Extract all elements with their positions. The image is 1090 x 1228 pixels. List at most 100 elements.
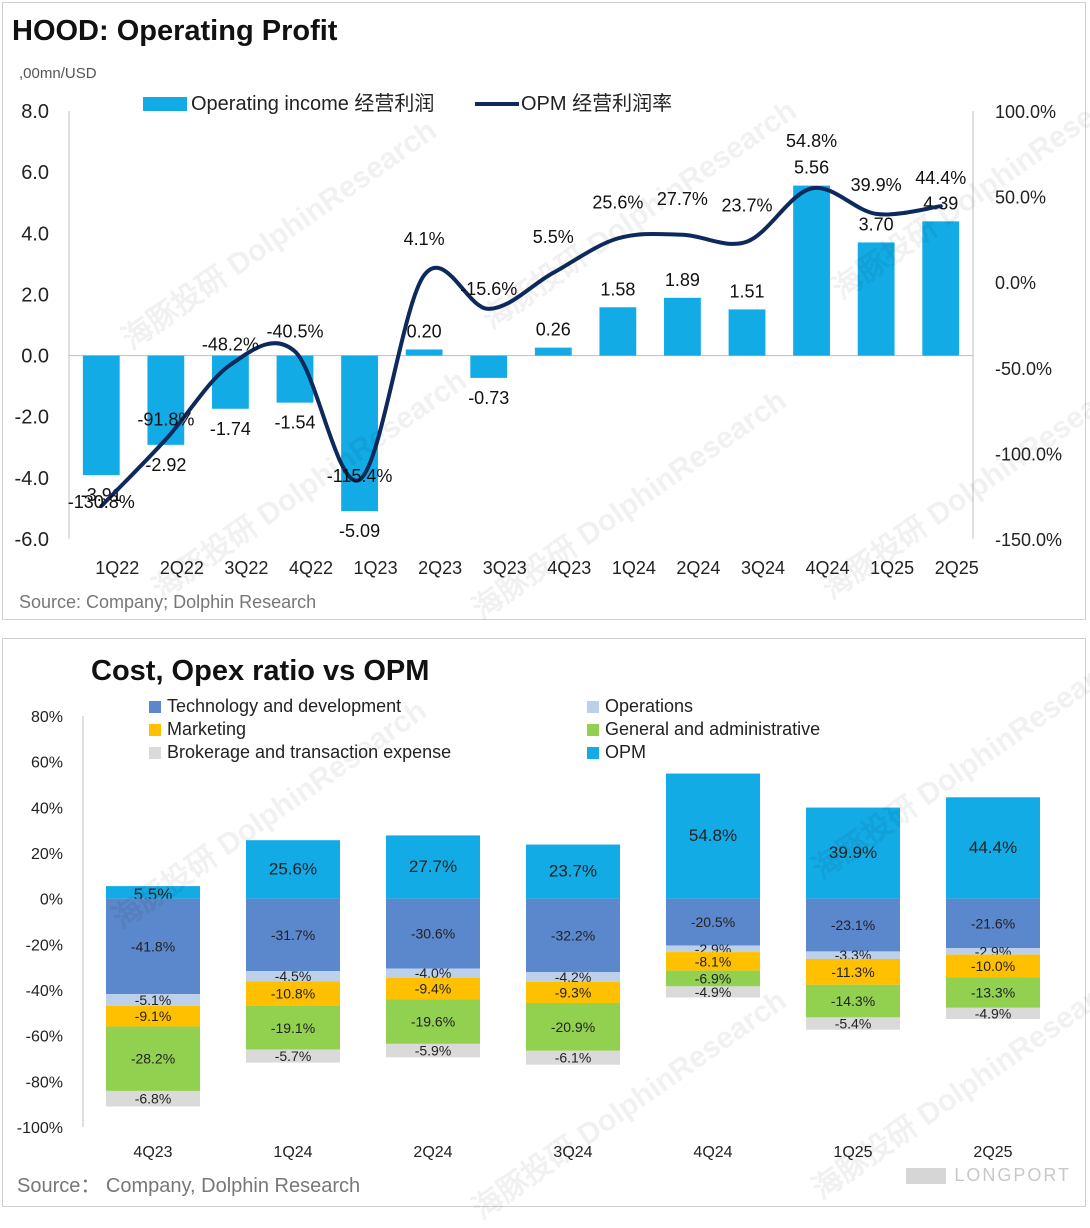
y-tick-right: 0.0% xyxy=(995,273,1036,293)
segment-data-label: -13.3% xyxy=(971,985,1015,1001)
stack-segment xyxy=(666,986,760,998)
opm-data-label: 27.7% xyxy=(657,189,708,209)
x-tick-label: 1Q24 xyxy=(273,1144,312,1161)
legend-label: Technology and development xyxy=(167,696,401,716)
segment-data-label: -14.3% xyxy=(831,993,875,1009)
segment-data-label: -21.6% xyxy=(971,915,1015,931)
stack-segment xyxy=(806,984,900,1018)
stack-segment xyxy=(246,1049,340,1063)
y-tick: 0% xyxy=(40,892,63,909)
bar xyxy=(147,355,185,445)
legend-label: Operations xyxy=(605,696,693,716)
x-tick-label: 1Q24 xyxy=(612,558,656,578)
y-tick: -80% xyxy=(26,1074,63,1091)
segment-data-label: -28.2% xyxy=(131,1051,175,1067)
segment-data-label: -6.1% xyxy=(555,1050,592,1066)
opm-data-label: 5.5% xyxy=(533,227,574,247)
stack-segment xyxy=(526,844,620,899)
brand-logo: LONGPORT xyxy=(906,1165,1071,1186)
y-tick-left: 2.0 xyxy=(21,284,49,306)
bar xyxy=(82,355,120,476)
opm-data-label: -91.8% xyxy=(137,409,194,429)
segment-data-label: -32.2% xyxy=(551,927,595,943)
opm-data-label: -115.4% xyxy=(327,466,393,486)
segment-data-label: -4.5% xyxy=(275,968,312,984)
segment-data-label: -19.1% xyxy=(271,1020,315,1036)
opm-data-label: 25.6% xyxy=(592,192,643,212)
legend-swatch xyxy=(149,724,161,736)
x-tick-label: 2Q24 xyxy=(676,558,720,578)
bar-data-label: 3.70 xyxy=(859,214,894,234)
brand-mark-icon xyxy=(906,1168,947,1185)
opm-data-label: 39.9% xyxy=(851,175,902,195)
y-tick-right: 50.0% xyxy=(995,188,1046,208)
stack-segment xyxy=(666,945,760,953)
segment-data-label: 23.7% xyxy=(549,862,597,881)
legend-label: General and administrative xyxy=(605,719,820,739)
opm-data-label: -48.2% xyxy=(202,335,259,355)
opm-data-label: 44.4% xyxy=(915,168,966,188)
stack-segment xyxy=(246,840,340,899)
x-tick-label: 4Q23 xyxy=(133,1144,172,1161)
segment-data-label: -4.0% xyxy=(415,965,452,981)
y-tick-left: 4.0 xyxy=(21,223,49,245)
bar-data-label: 0.20 xyxy=(407,321,442,341)
stack-segment xyxy=(946,797,1040,899)
legend-swatch xyxy=(587,724,599,736)
opm-data-label: -15.6% xyxy=(460,279,517,299)
stack-segment xyxy=(806,807,900,899)
segment-data-label: -5.1% xyxy=(135,992,172,1008)
x-tick-label: 2Q25 xyxy=(935,558,979,578)
stack-segment xyxy=(526,1003,620,1051)
segment-data-label: 39.9% xyxy=(829,843,877,862)
brand-text: LONGPORT xyxy=(954,1165,1071,1185)
stack-segment xyxy=(806,898,900,952)
x-tick-label: 3Q24 xyxy=(741,558,785,578)
bar xyxy=(276,355,314,403)
stack-segment xyxy=(806,951,900,959)
y-tick-left: 0.0 xyxy=(21,346,49,368)
stack-segment xyxy=(106,994,200,1006)
bar xyxy=(599,307,637,356)
segment-data-label: -9.3% xyxy=(555,984,592,1000)
segment-data-label: -20.5% xyxy=(691,914,735,930)
chart2-source: Source： Company, Dolphin Research xyxy=(17,1175,361,1197)
y-tick: 40% xyxy=(31,800,63,817)
legend-swatch xyxy=(149,701,161,713)
x-tick-label: 3Q23 xyxy=(483,558,527,578)
legend-swatch xyxy=(587,701,599,713)
segment-data-label: -10.8% xyxy=(271,986,315,1002)
segment-data-label: -5.4% xyxy=(835,1016,872,1032)
stack-segment xyxy=(246,981,340,1006)
segment-data-label: -4.9% xyxy=(975,1005,1012,1021)
y-tick-left: -4.0 xyxy=(15,468,49,490)
stack-segment xyxy=(106,898,200,995)
y-tick-left: -2.0 xyxy=(15,407,49,429)
stack-segment xyxy=(106,886,200,899)
bar-data-label: -2.92 xyxy=(145,455,186,475)
x-tick-label: 4Q22 xyxy=(289,558,333,578)
segment-data-label: 25.6% xyxy=(269,859,317,878)
chart2-title: Cost, Opex ratio vs OPM xyxy=(91,655,430,687)
x-tick-label: 1Q25 xyxy=(833,1144,872,1161)
x-tick-label: 4Q24 xyxy=(693,1144,732,1161)
bar xyxy=(728,309,766,356)
y-tick: -100% xyxy=(17,1120,63,1137)
x-tick-label: 2Q23 xyxy=(418,558,462,578)
x-tick-label: 1Q22 xyxy=(95,558,139,578)
opm-data-label: -40.5% xyxy=(266,322,323,342)
segment-data-label: -9.4% xyxy=(415,980,452,996)
stack-segment xyxy=(386,1043,480,1058)
stack-segment xyxy=(106,1026,200,1091)
segment-data-label: -5.9% xyxy=(415,1043,452,1059)
x-tick-label: 4Q24 xyxy=(806,558,850,578)
x-tick-label: 1Q23 xyxy=(354,558,398,578)
segment-data-label: -8.1% xyxy=(695,953,732,969)
bar-data-label: 5.56 xyxy=(794,158,829,178)
x-tick-label: 2Q25 xyxy=(973,1144,1012,1161)
stack-segment xyxy=(106,1090,200,1107)
bar-data-label: 1.89 xyxy=(665,270,700,290)
y-tick: 80% xyxy=(31,709,63,726)
operating-profit-chart: 8.0 6.0 4.0 2.0 0.0 -2.0 -4.0 -6.0 100.0% 50.0% 0.… xyxy=(15,92,1063,578)
segment-data-label: -5.7% xyxy=(275,1048,312,1064)
